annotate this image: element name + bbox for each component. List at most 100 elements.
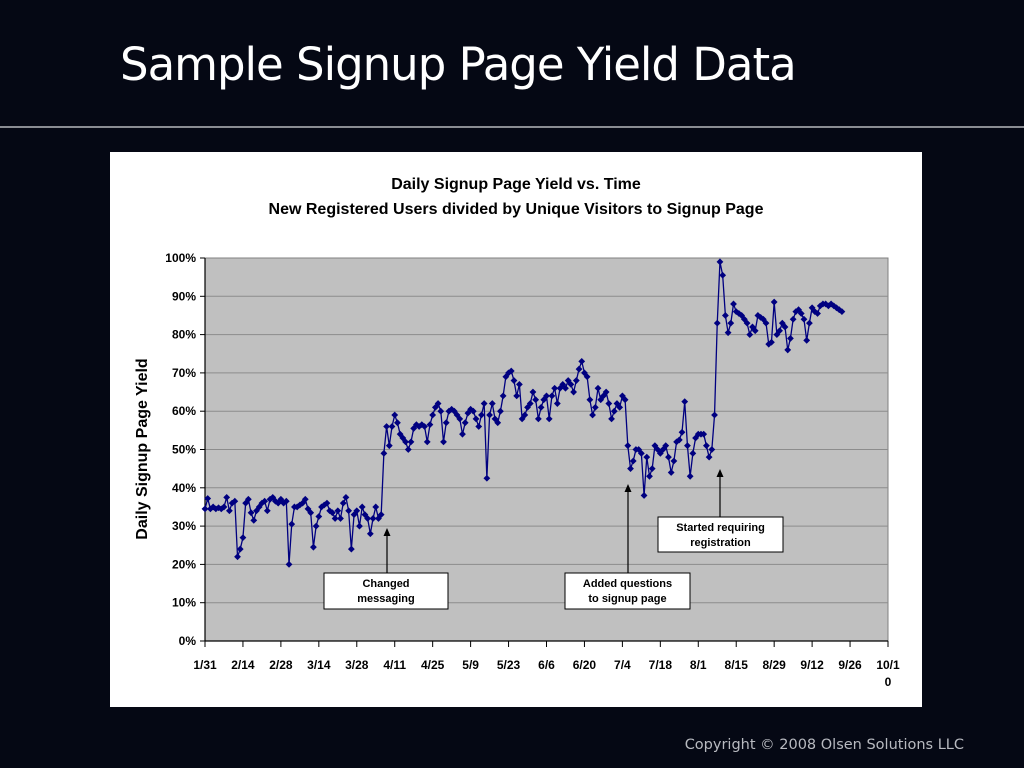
- data-point-marker: [507, 367, 515, 375]
- data-point-marker: [488, 400, 496, 407]
- data-point-marker: [244, 495, 252, 503]
- x-tick-label: 5/23: [497, 658, 521, 672]
- y-tick-label: 60%: [172, 404, 196, 418]
- annotation-label: registration: [690, 537, 751, 549]
- data-point-marker: [833, 304, 840, 312]
- annotation-label: messaging: [357, 593, 414, 605]
- data-point-marker: [567, 380, 575, 388]
- data-point-marker: [583, 373, 591, 381]
- data-point-marker: [331, 515, 339, 522]
- data-point-marker: [670, 457, 678, 465]
- data-point-marker: [315, 513, 323, 520]
- data-point-marker: [529, 388, 537, 396]
- data-point-marker: [388, 423, 396, 430]
- data-point-marker: [686, 472, 694, 480]
- data-point-marker: [223, 493, 231, 501]
- data-point-marker: [459, 430, 466, 438]
- x-tick-label: 6/6: [538, 658, 555, 672]
- data-point-marker: [339, 499, 347, 507]
- data-point-marker: [789, 315, 797, 323]
- x-tick-label: 2/28: [269, 658, 293, 672]
- data-point-marker: [499, 392, 507, 400]
- data-point-marker: [299, 499, 306, 507]
- data-point-marker: [391, 411, 399, 419]
- data-point-marker: [234, 553, 241, 561]
- data-point-marker: [356, 522, 363, 530]
- data-point-marker: [711, 411, 718, 419]
- data-point-marker: [665, 453, 672, 461]
- data-point-marker: [215, 504, 222, 512]
- data-point-marker: [282, 497, 290, 505]
- data-point-marker: [678, 428, 686, 436]
- data-point-marker: [621, 396, 629, 404]
- data-point-marker: [808, 304, 816, 312]
- x-tick-label: 2/14: [231, 658, 255, 672]
- data-point-marker: [811, 308, 819, 316]
- data-point-marker: [204, 495, 212, 502]
- data-point-marker: [513, 392, 521, 400]
- data-point-marker: [285, 561, 293, 568]
- data-point-marker: [534, 415, 542, 423]
- data-point-marker: [480, 400, 488, 407]
- data-point-marker: [553, 400, 561, 407]
- data-point-marker: [445, 407, 453, 415]
- data-point-marker: [434, 400, 442, 407]
- data-point-marker: [461, 419, 469, 427]
- x-axis-ticks: 1/31 2/14 2/28 3/14 3/28 4/11 4/25 5/9 5/23 6/6 6/…: [193, 641, 900, 689]
- data-point-marker: [654, 446, 662, 453]
- annotation-callout: Added questions to signup page: [564, 484, 691, 610]
- data-point-marker: [385, 442, 393, 450]
- data-point-marker: [703, 442, 710, 450]
- data-point-marker: [491, 415, 499, 423]
- data-point-marker: [572, 377, 580, 384]
- data-point-marker: [310, 543, 317, 551]
- x-tick-label-wrap: 0: [885, 675, 892, 689]
- data-point-marker: [247, 509, 255, 517]
- data-point-marker: [586, 396, 594, 404]
- data-point-marker: [705, 453, 713, 461]
- data-point-marker: [486, 411, 493, 419]
- data-point-marker: [440, 438, 447, 446]
- data-point-marker: [515, 380, 523, 388]
- x-tick-label: 9/12: [800, 658, 824, 672]
- data-point-marker: [727, 319, 735, 327]
- data-point-marker: [347, 545, 355, 553]
- annotation-box: [323, 572, 449, 610]
- data-point-marker: [242, 499, 250, 507]
- data-point-marker: [261, 497, 269, 505]
- data-point-marker: [640, 492, 648, 499]
- x-tick-label: 10/1: [876, 658, 900, 672]
- data-point-marker: [323, 499, 331, 507]
- data-point-marker: [426, 421, 434, 429]
- slide-title: Sample Signup Page Yield Data: [120, 38, 797, 91]
- annotation-box: [657, 516, 784, 553]
- x-tick-label: 9/26: [838, 658, 862, 672]
- x-tick-label: 8/15: [725, 658, 749, 672]
- data-point-marker: [404, 446, 412, 453]
- data-point-marker: [358, 503, 366, 511]
- data-point-marker: [407, 438, 415, 446]
- data-point-marker: [648, 465, 656, 473]
- data-point-marker: [366, 530, 374, 538]
- data-point-marker: [250, 516, 258, 524]
- data-point-marker: [537, 403, 545, 411]
- line-chart: 0% 10% 20% 30% 40% 50% 60% 70% 80% 90% 100% 1/31 2/…: [134, 251, 900, 689]
- x-tick-label: 4/11: [383, 658, 406, 672]
- data-point-marker: [667, 469, 675, 476]
- data-point-marker: [342, 493, 350, 501]
- data-point-marker: [787, 335, 794, 342]
- data-point-marker: [616, 403, 624, 411]
- data-point-marker: [684, 442, 691, 450]
- data-point-marker: [797, 310, 805, 317]
- x-tick-label: 8/1: [690, 658, 707, 672]
- data-point-marker: [280, 499, 287, 507]
- data-point-marker: [784, 346, 792, 354]
- y-tick-label: 90%: [172, 289, 196, 303]
- copyright-footer: Copyright © 2008 Olsen Solutions LLC: [684, 737, 964, 753]
- data-point-marker: [700, 430, 708, 438]
- data-point-marker: [713, 319, 721, 327]
- data-point-marker: [497, 407, 504, 415]
- data-point-marker: [263, 507, 271, 515]
- data-point-marker: [494, 419, 502, 427]
- y-tick-label: 30%: [172, 519, 196, 533]
